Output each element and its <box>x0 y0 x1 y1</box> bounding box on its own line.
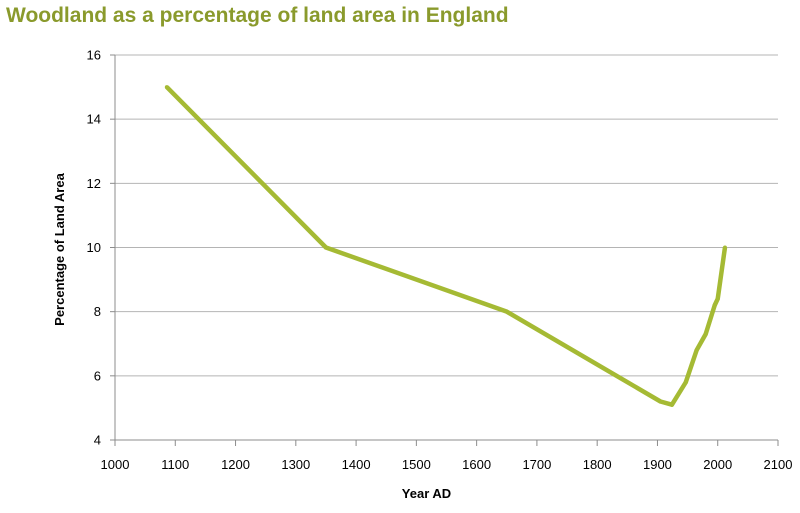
x-tick-label: 2000 <box>703 457 732 472</box>
x-tick-label: 1900 <box>643 457 672 472</box>
axes <box>110 54 779 446</box>
data-point <box>722 245 727 250</box>
y-axis-title: Percentage of Land Area <box>52 172 67 325</box>
x-tick-label: 1500 <box>402 457 431 472</box>
y-tick-label: 8 <box>94 304 101 319</box>
series-layer <box>164 85 728 407</box>
data-point <box>703 332 708 337</box>
x-tick-label: 1100 <box>161 457 189 472</box>
x-axis-title: Year AD <box>402 486 451 501</box>
data-point <box>504 309 509 314</box>
chart-title: Woodland as a percentage of land area in… <box>6 4 509 27</box>
data-point <box>683 380 688 385</box>
y-tick-label: 4 <box>94 433 101 448</box>
data-point <box>323 245 328 250</box>
data-point <box>694 348 699 353</box>
y-tick-label: 16 <box>87 48 101 63</box>
data-point <box>669 402 674 407</box>
data-point <box>715 296 720 301</box>
x-tick-label: 1600 <box>462 457 491 472</box>
x-tick-label: 1200 <box>221 457 250 472</box>
x-tick-label: 1400 <box>342 457 371 472</box>
y-tick-label: 10 <box>87 240 101 255</box>
x-tick-label: 1700 <box>522 457 551 472</box>
x-tick-label: 1800 <box>583 457 612 472</box>
x-tick-label: 1300 <box>281 457 310 472</box>
y-tick-label: 6 <box>94 368 101 383</box>
gridlines <box>115 54 778 377</box>
data-point <box>712 303 717 308</box>
y-tick-label: 14 <box>87 112 101 127</box>
tick-labels: 4 6 8 10 12 14 16 1000 1100 1200 1300 1400 1500 1600 1… <box>87 48 793 473</box>
series-line <box>165 85 728 407</box>
x-tick-label: 1000 <box>101 457 130 472</box>
data-point <box>164 85 169 90</box>
data-point <box>658 399 663 404</box>
x-tick-label: 2100 <box>764 457 793 472</box>
y-tick-label: 12 <box>87 176 101 191</box>
